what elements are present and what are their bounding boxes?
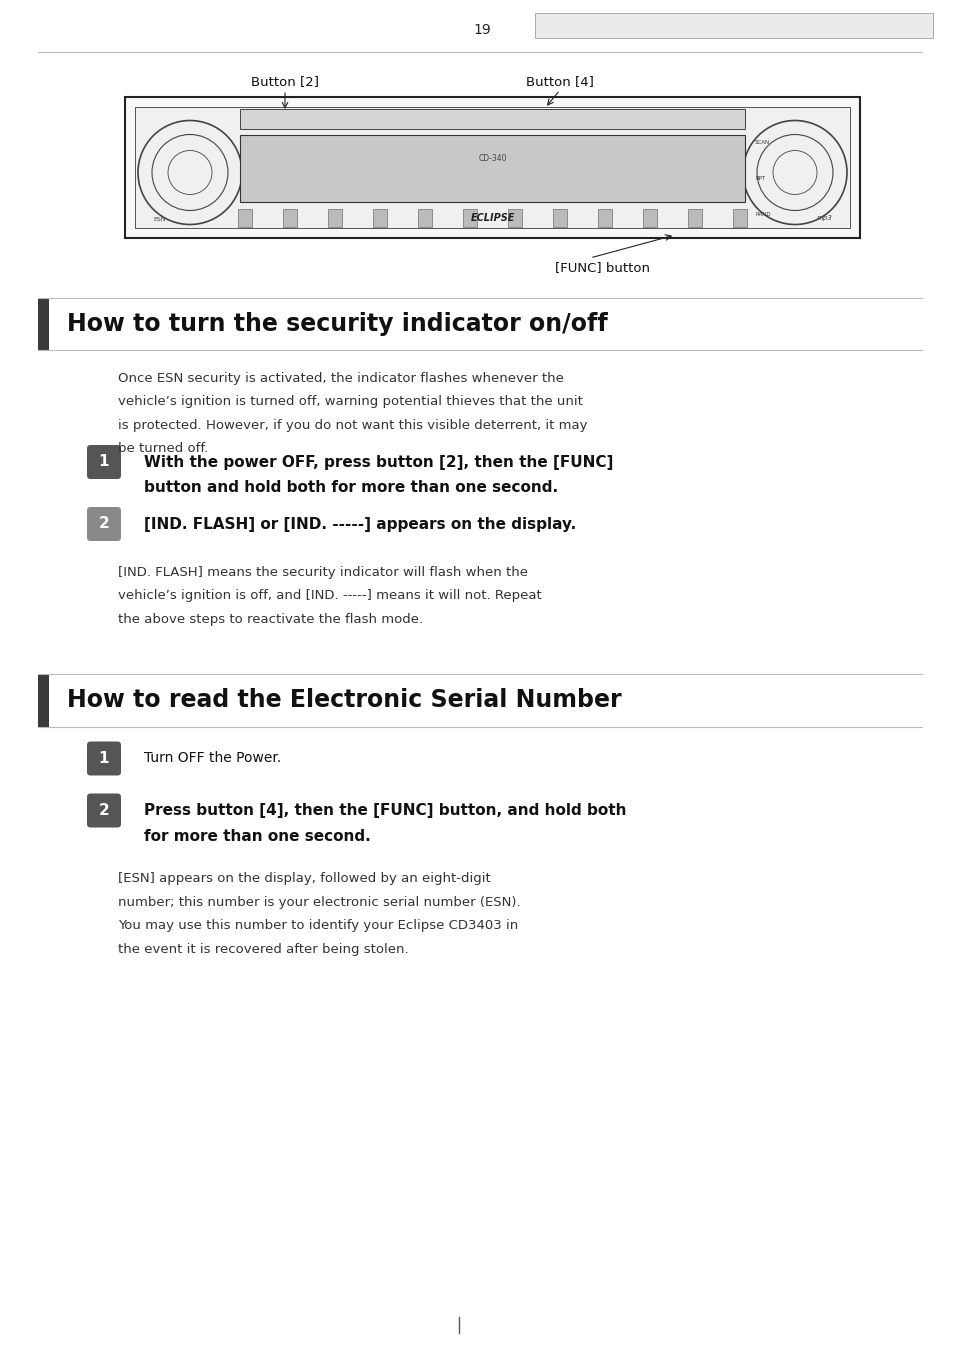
Text: [FUNC] button: [FUNC] button — [555, 262, 649, 275]
Text: You may use this number to identify your Eclipse CD3403 in: You may use this number to identify your… — [118, 920, 517, 932]
Text: ESN: ESN — [153, 218, 166, 222]
FancyBboxPatch shape — [87, 741, 121, 775]
Bar — [462, 209, 476, 228]
Text: the above steps to reactivate the flash mode.: the above steps to reactivate the flash … — [118, 612, 423, 626]
Bar — [507, 209, 521, 228]
Text: the event it is recovered after being stolen.: the event it is recovered after being st… — [118, 943, 408, 957]
Bar — [328, 209, 341, 228]
Text: Turn OFF the Power.: Turn OFF the Power. — [144, 752, 281, 766]
Text: With the power OFF, press button [2], then the [FUNC]: With the power OFF, press button [2], th… — [144, 455, 613, 470]
Text: 2: 2 — [98, 804, 110, 818]
Text: vehicle’s ignition is turned off, warning potential thieves that the unit: vehicle’s ignition is turned off, warnin… — [118, 396, 582, 408]
Bar — [240, 108, 744, 129]
Bar — [373, 209, 387, 228]
Bar — [417, 209, 432, 228]
Text: ECLIPSE: ECLIPSE — [470, 213, 515, 224]
Text: mp3: mp3 — [816, 215, 832, 221]
Bar — [642, 209, 657, 228]
FancyBboxPatch shape — [87, 794, 121, 828]
Text: is protected. However, if you do not want this visible deterrent, it may: is protected. However, if you do not wan… — [118, 419, 587, 432]
Bar — [38, 298, 49, 350]
Text: 2: 2 — [98, 516, 110, 531]
Text: SCAN: SCAN — [754, 140, 769, 145]
Text: RPT: RPT — [754, 176, 764, 182]
Text: Button [2]: Button [2] — [251, 76, 318, 88]
Text: for more than one second.: for more than one second. — [144, 829, 371, 844]
Text: Button [4]: Button [4] — [525, 76, 594, 88]
Bar — [553, 209, 566, 228]
Bar — [598, 209, 612, 228]
Bar — [732, 209, 746, 228]
Bar — [240, 136, 744, 202]
Text: [IND. FLASH] means the security indicator will flash when the: [IND. FLASH] means the security indicato… — [118, 566, 527, 579]
Bar — [38, 675, 49, 726]
Text: 1: 1 — [99, 454, 110, 469]
Text: 1: 1 — [99, 751, 110, 766]
Text: Press button [4], then the [FUNC] button, and hold both: Press button [4], then the [FUNC] button… — [144, 804, 626, 818]
Bar — [135, 107, 849, 228]
Text: ESN (Key CD) security operating procedure: ESN (Key CD) security operating procedur… — [621, 20, 845, 31]
Text: How to read the Electronic Serial Number: How to read the Electronic Serial Number — [67, 688, 621, 713]
Text: button and hold both for more than one second.: button and hold both for more than one s… — [144, 481, 558, 496]
Text: number; this number is your electronic serial number (ESN).: number; this number is your electronic s… — [118, 896, 520, 909]
Bar — [535, 14, 932, 38]
Text: [IND. FLASH] or [IND. -----] appears on the display.: [IND. FLASH] or [IND. -----] appears on … — [144, 518, 576, 533]
Bar — [237, 209, 252, 228]
Bar — [125, 98, 859, 238]
Text: vehicle’s ignition is off, and [IND. -----] means it will not. Repeat: vehicle’s ignition is off, and [IND. ---… — [118, 589, 541, 603]
Text: be turned off.: be turned off. — [118, 443, 208, 455]
FancyBboxPatch shape — [87, 507, 121, 541]
Bar — [283, 209, 296, 228]
Text: Once ESN security is activated, the indicator flashes whenever the: Once ESN security is activated, the indi… — [118, 373, 563, 385]
Text: [ESN] appears on the display, followed by an eight-digit: [ESN] appears on the display, followed b… — [118, 873, 490, 886]
FancyBboxPatch shape — [87, 444, 121, 480]
Bar — [687, 209, 701, 228]
Text: RAND: RAND — [754, 213, 770, 218]
Text: How to turn the security indicator on/off: How to turn the security indicator on/of… — [67, 312, 607, 336]
Text: 19: 19 — [473, 23, 491, 37]
Text: CD-340: CD-340 — [477, 154, 506, 163]
